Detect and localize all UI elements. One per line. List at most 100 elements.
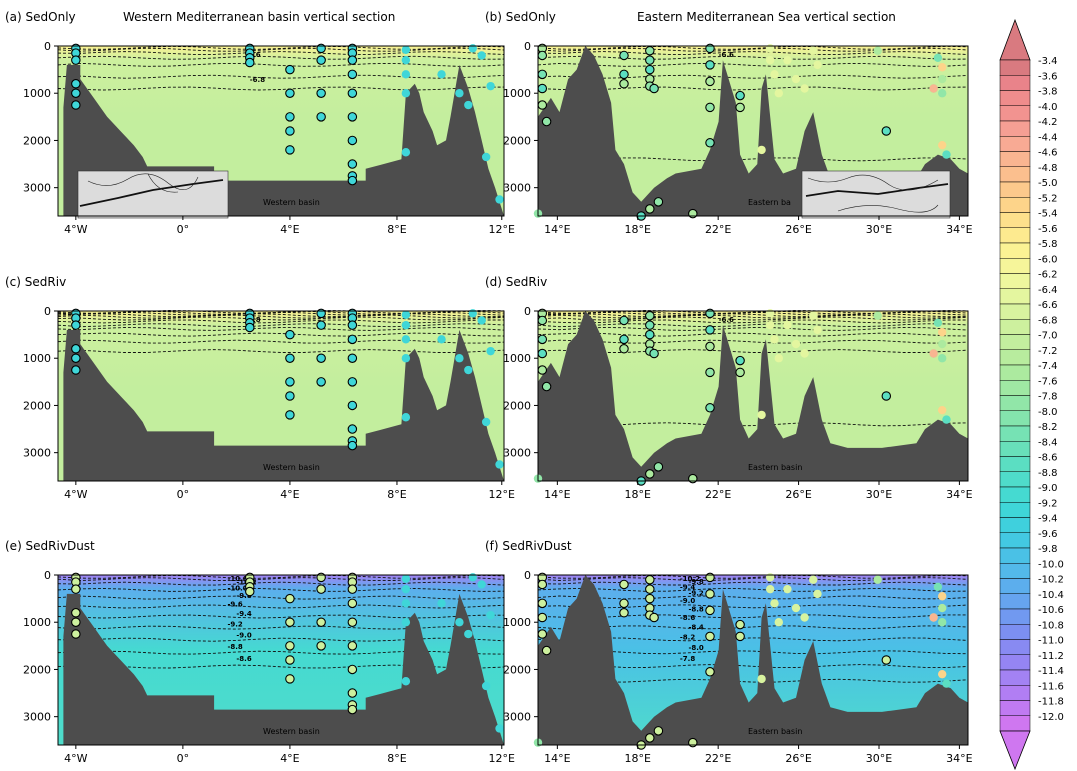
panel-frame [537,310,969,482]
contour-line [57,319,504,324]
x-tick-label: 14°E [544,752,570,765]
station-observation [645,310,655,321]
contour-line [537,604,969,609]
panel-label: (d) SedRiv [485,275,547,289]
colorbar-swatch [999,578,1031,594]
x-tick-label: 4°W [64,488,87,501]
station-observation [653,462,664,472]
station-observation [486,346,495,356]
contour-line [537,332,969,337]
station-observation [705,102,715,113]
colorbar-swatch [999,608,1031,625]
basin-label: Western basin [263,727,320,736]
basin-label: Western basin [263,463,320,472]
station-observation [774,618,783,627]
station-observation [735,355,745,366]
y-tick-label: 1000 [23,352,51,365]
colorbar-label: -4.6 [1038,148,1058,159]
station-observation [541,381,552,392]
station-observation [285,674,295,684]
station-observation [495,460,504,469]
station-observation [401,148,411,157]
colorbar-swatch [999,563,1031,579]
station-observation [541,645,552,656]
contour-line [57,74,505,79]
colorbar-label: -10.2 [1038,575,1064,586]
station-observation [653,197,664,207]
station-observation [537,348,548,359]
contour-line [537,595,969,600]
panel-label: (f) SedRivDust [485,539,572,553]
station-observation [649,348,659,359]
panel-frame [537,45,969,217]
x-tick-label: 26°E [785,488,811,501]
station-observation [477,51,486,60]
contour-line [537,625,969,630]
colorbar-swatch [999,151,1031,167]
station-observation [71,55,81,65]
station-observation [774,354,783,363]
colorbar-label: -9.2 [1038,498,1058,509]
station-observation [347,320,358,330]
colorbar-swatch [999,303,1031,320]
colorbar-swatch [999,120,1031,137]
colorbar-swatch [999,395,1031,411]
x-tick-label: 22°E [705,223,731,236]
contour-line [57,47,505,52]
station-observation [71,353,81,363]
station-observation [813,589,822,599]
x-tick-label: 0° [177,223,190,236]
station-observation [401,677,411,686]
colorbar-swatch [999,59,1031,76]
contour-label: -8.0 [689,644,704,652]
station-observation [757,145,766,155]
contour-line [537,74,969,79]
x-tick-label: 22°E [705,752,731,765]
contour-line [57,604,505,609]
contour-label: -8.2 [680,634,695,642]
station-observation [619,50,629,61]
contour-label: -8.8 [227,643,242,651]
station-observation [316,353,326,363]
station-observation [455,618,464,627]
colorbar-swatch [999,532,1031,549]
station-observation [800,613,809,622]
y-tick-label: 2000 [23,399,51,412]
contour-line [57,595,505,600]
contour-label: -9.4 [236,610,251,618]
x-tick-label: 34°E [946,488,972,501]
contour-line [57,45,505,50]
station-observation [437,335,446,344]
station-observation [800,84,809,93]
contour-line [57,339,505,344]
station-observation [464,100,473,110]
station-observation [347,377,358,387]
station-observation [71,344,81,354]
panel-title: Eastern Mediterranean Sea vertical secti… [637,10,896,24]
y-tick-label: 2000 [503,399,531,412]
contour-label: -9.6 [227,601,242,609]
station-observation [347,664,358,675]
contour-label: -10.2 [680,575,700,583]
x-tick-label: 34°E [946,223,972,236]
station-observation [71,365,81,375]
x-tick-label: 30°E [866,752,892,765]
station-observation [619,334,629,345]
basin-label: Eastern basin [748,727,802,736]
contour-line [57,327,505,331]
station-observation [347,135,358,146]
station-observation [938,140,947,150]
station-observation [537,612,548,623]
station-observation [735,367,745,378]
station-observation [705,605,715,616]
station-observation [285,391,295,401]
y-tick-label: 1000 [23,87,51,100]
station-observation [688,208,698,219]
x-tick-label: 26°E [785,223,811,236]
station-observation [645,733,655,743]
seafloor-bathymetry [538,575,968,745]
y-tick-label: 2000 [503,134,531,147]
station-observation [71,320,81,330]
station-observation [770,70,779,79]
